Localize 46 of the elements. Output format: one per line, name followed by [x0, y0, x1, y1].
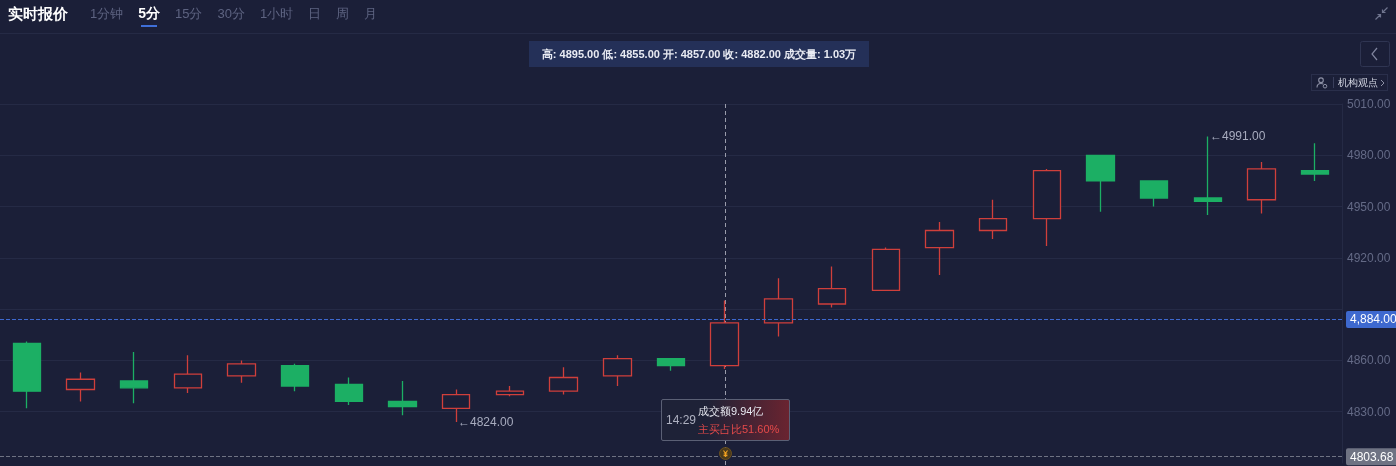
annotation: ←4824.00 [458, 415, 514, 429]
text: 机构观点 [1338, 76, 1378, 89]
ref-line-label: 4,884.00 [1350, 312, 1396, 327]
text: 日 [308, 5, 322, 23]
candlestick [602, 354, 633, 387]
candlestick [548, 366, 579, 396]
text: 月 [364, 5, 378, 23]
y-tick-label: 4830.00 [1347, 404, 1391, 419]
candlestick [12, 340, 42, 409]
text: 30分 [217, 5, 245, 23]
candlestick [387, 380, 418, 416]
candlestick [763, 277, 794, 338]
candlestick [1246, 161, 1277, 215]
text: 5分 [138, 5, 161, 27]
candlestick [1032, 168, 1062, 247]
candlestick [871, 246, 901, 291]
y-tick-label: 4920.00 [1347, 250, 1391, 265]
annotation: ←4991.00 [1210, 129, 1266, 143]
y-tick-label: 4860.00 [1347, 353, 1391, 368]
candlestick [1085, 154, 1116, 213]
annotation: 主买占比51.60% [698, 422, 780, 437]
candlestick [173, 354, 203, 394]
candlestick [978, 199, 1008, 240]
candlestick [1139, 180, 1169, 208]
candlestick [1300, 142, 1330, 182]
text: 高: 4895.00 低: 4855.00 开: 4857.00 收: 4882.00 成交量: 1.03万 [529, 41, 869, 67]
text: 1分钟 [90, 5, 124, 23]
annotation: 14:29 [666, 413, 697, 427]
text: 15分 [175, 5, 203, 23]
y-tick-label: 5010.00 [1347, 97, 1391, 111]
candlestick [280, 363, 310, 392]
candlestick [656, 358, 686, 372]
candlestick [226, 359, 257, 384]
y-tick-label: 4980.00 [1347, 148, 1391, 163]
candlestick [334, 376, 364, 406]
text: 1小时 [259, 5, 294, 23]
candlestick [65, 371, 96, 403]
y-tick-label: 4950.00 [1347, 199, 1391, 214]
annotation: 成交额9.94亿 [698, 404, 764, 419]
chart-title: 实时报价 [8, 5, 68, 23]
candlestick [119, 351, 149, 404]
text: 周 [336, 5, 350, 23]
candlestick [924, 221, 955, 276]
candlestick [817, 265, 847, 309]
candlestick [709, 299, 740, 370]
ref-line-label: 4803.68 [1350, 449, 1394, 464]
